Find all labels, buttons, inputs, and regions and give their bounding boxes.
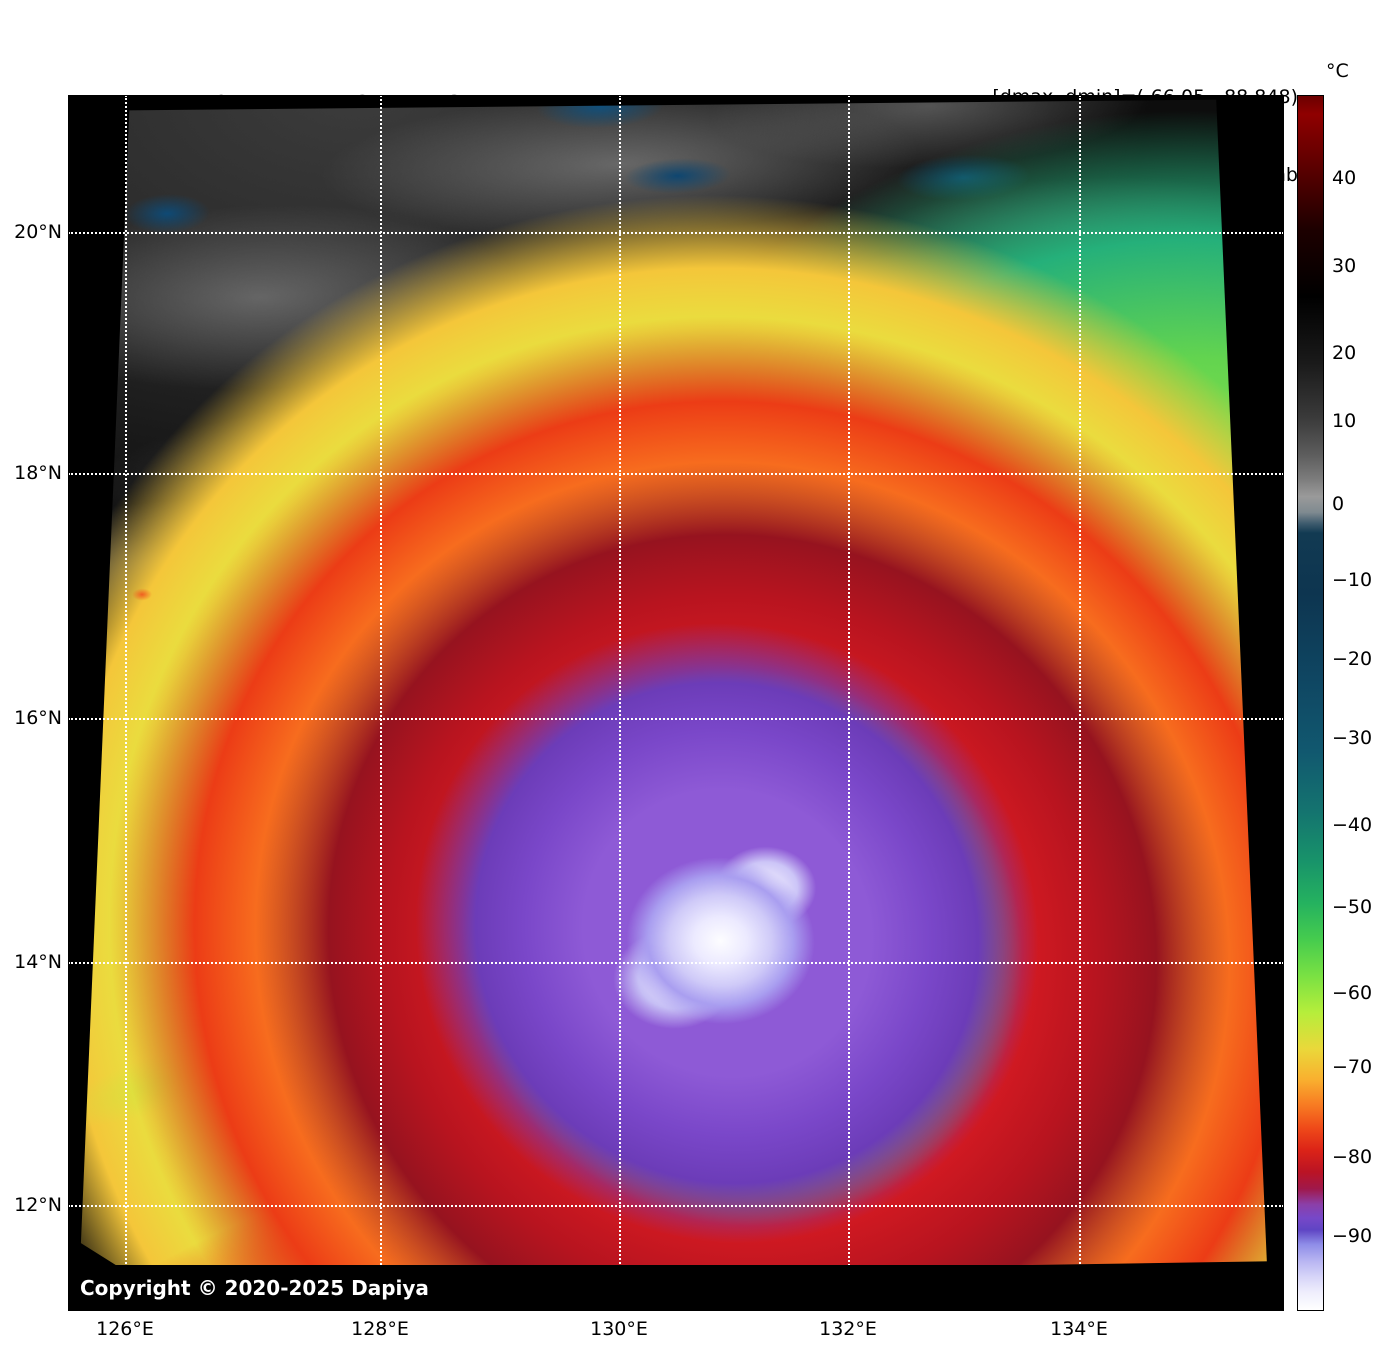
gridline-lon-130 (619, 95, 621, 1292)
ctick-m70: −70 (1332, 1056, 1373, 1078)
ctick-m10: −10 (1332, 569, 1373, 591)
satellite-swath (68, 95, 1284, 1311)
ctick-m80: −80 (1332, 1146, 1373, 1168)
gridline-lat-18 (68, 473, 1284, 475)
ytick-18n: 18°N (14, 462, 62, 484)
gridline-lat-20 (68, 232, 1284, 234)
gridline-lat-16 (68, 718, 1284, 720)
xtick-130e: 130°E (590, 1318, 648, 1340)
gridline-lat-14 (68, 962, 1284, 964)
gridline-lon-134 (1079, 95, 1081, 1303)
copyright-bar: Copyright © 2020-2025 Dapiya (68, 1265, 1284, 1311)
ytick-16n: 16°N (14, 707, 62, 729)
gridline-lon-128 (380, 95, 382, 1285)
ctick-30: 30 (1332, 255, 1357, 277)
satellite-image-plot[interactable]: Copyright © 2020-2025 Dapiya (68, 95, 1284, 1311)
ctick-m50: −50 (1332, 896, 1373, 918)
copyright-text: Copyright © 2020-2025 Dapiya (80, 1276, 429, 1300)
ctick-40: 40 (1332, 167, 1357, 189)
xtick-134e: 134°E (1050, 1318, 1108, 1340)
xtick-126e: 126°E (96, 1318, 154, 1340)
ctick-m30: −30 (1332, 727, 1373, 749)
ctick-20: 20 (1332, 342, 1357, 364)
ytick-12n: 12°N (14, 1194, 62, 1216)
ctick-m20: −20 (1332, 648, 1373, 670)
xtick-128e: 128°E (351, 1318, 409, 1340)
ytick-20n: 20°N (14, 221, 62, 243)
gridline-lon-126 (125, 95, 127, 1275)
ctick-10: 10 (1332, 410, 1357, 432)
ctick-m40: −40 (1332, 814, 1373, 836)
ctick-m90: −90 (1332, 1225, 1373, 1247)
gridline-lat-12 (68, 1205, 1284, 1207)
colorbar[interactable] (1297, 95, 1324, 1311)
ctick-0: 0 (1332, 493, 1345, 515)
colorbar-unit-label: °C (1326, 60, 1349, 82)
ctick-m60: −60 (1332, 982, 1373, 1004)
xtick-132e: 132°E (819, 1318, 877, 1340)
gridline-lon-132 (848, 95, 850, 1298)
isolated-convection-specks (68, 95, 1284, 1311)
ytick-14n: 14°N (14, 951, 62, 973)
